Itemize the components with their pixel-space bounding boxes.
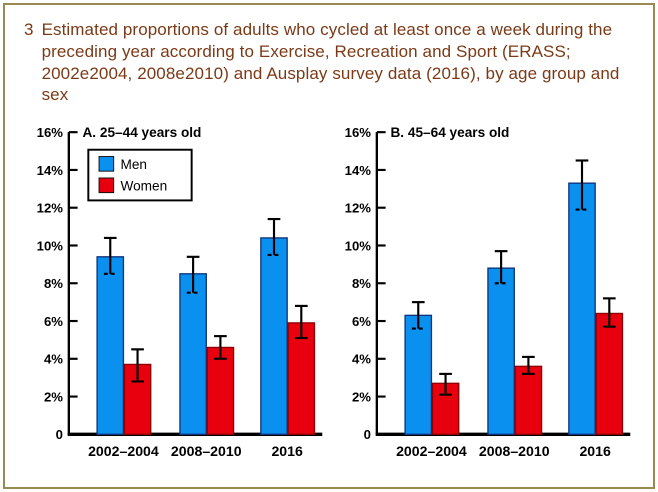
legend-label-women: Women	[120, 179, 167, 194]
legend-box: Men Women	[87, 148, 193, 202]
error-bar-men-0	[411, 301, 425, 330]
y-tick-label: 2%	[44, 389, 63, 404]
y-tick-label: 4%	[44, 352, 63, 367]
y-tick-label: 14%	[37, 163, 64, 178]
y-tick-label: 2%	[352, 389, 371, 404]
bar-women-1	[206, 346, 235, 436]
bar-men-0	[96, 256, 125, 436]
y-tick-label: 0	[56, 427, 63, 442]
bar-men-1	[179, 273, 207, 436]
bar-men-0	[404, 314, 433, 436]
y-tick-label: 10%	[37, 238, 64, 253]
figure-content: 3 Estimated proportions of adults who cy…	[10, 10, 648, 482]
y-tick-label: 8%	[352, 276, 371, 291]
y-tick-label: 8%	[44, 276, 63, 291]
chart-subtitle: B. 45–64 years old	[390, 125, 509, 140]
y-tick-label: 16%	[37, 125, 64, 140]
bar-women-1	[514, 365, 543, 436]
error-bar-women-1	[522, 355, 535, 375]
y-tick-label: 6%	[44, 314, 63, 329]
x-category-label: 2016	[271, 443, 303, 459]
bar-men-1	[487, 267, 515, 436]
error-bar-men-1	[186, 255, 200, 294]
chart-panel-a: 0 2% 4% 6% 8% 10% 12% 14% 16% A. 25–44 years old 2…	[37, 125, 323, 459]
x-category-label: 2002–2004	[88, 443, 159, 459]
chart-subtitle: A. 25–44 years old	[82, 125, 201, 140]
bar-women-2	[287, 322, 316, 436]
y-tick-label: 12%	[345, 201, 372, 216]
error-bar-women-2	[602, 297, 616, 328]
x-category-label: 2008–2010	[171, 443, 242, 459]
legend-swatch-women	[98, 177, 115, 194]
error-bar-women-0	[131, 348, 144, 383]
bar-men-2	[568, 182, 596, 436]
figure-title-text: Estimated proportions of adults who cycl…	[41, 20, 620, 105]
figure-border-frame: 3 Estimated proportions of adults who cy…	[3, 3, 655, 489]
x-category-label: 2002–2004	[396, 443, 467, 459]
bar-men-2	[260, 237, 288, 436]
error-bar-women-2	[294, 304, 308, 340]
error-bar-women-1	[214, 335, 227, 360]
y-tick-label: 4%	[352, 352, 371, 367]
figure-caption: 3 Estimated proportions of adults who cy…	[24, 19, 642, 106]
legend-swatch-men	[98, 156, 115, 172]
error-bar-men-2	[575, 159, 589, 211]
y-tick-label: 12%	[37, 201, 64, 216]
x-category-label: 2016	[579, 443, 611, 459]
y-tick-label: 14%	[345, 163, 372, 178]
error-bar-men-0	[103, 236, 117, 275]
y-tick-label: 0	[364, 427, 371, 442]
error-bar-men-2	[267, 217, 281, 256]
error-bar-men-1	[494, 250, 508, 285]
y-tick-label: 10%	[345, 238, 372, 253]
y-tick-label: 16%	[345, 125, 372, 140]
figure-number: 3	[24, 20, 34, 39]
x-category-label: 2008–2010	[479, 443, 550, 459]
charts-row: 0 2% 4% 6% 8% 10% 12% 14% 16% A. 25–44 years old 2…	[24, 112, 642, 474]
error-bar-women-0	[439, 372, 452, 396]
legend-label-men: Men	[120, 157, 147, 172]
chart-panel-b: 0 2% 4% 6% 8% 10% 12% 14% 16% B. 45–64 years old 2…	[345, 125, 631, 459]
y-tick-label: 6%	[352, 314, 371, 329]
bar-women-2	[595, 312, 624, 436]
